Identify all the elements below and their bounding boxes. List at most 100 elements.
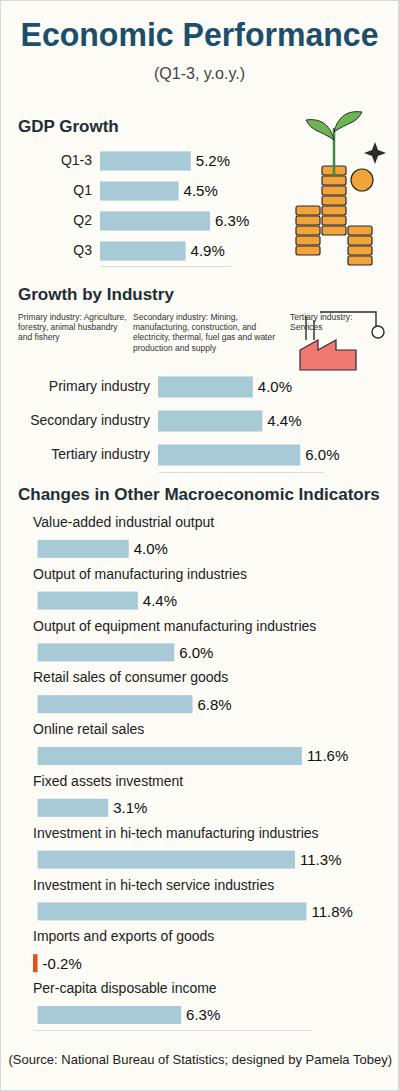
data-label: 4.9% (191, 242, 225, 259)
tick-label: Imports and exports of goods (33, 928, 214, 944)
coin (296, 236, 320, 245)
coin (296, 206, 320, 215)
coin (322, 176, 346, 185)
source: (Source: National Bureau of Statistics; … (9, 1052, 392, 1067)
bar (100, 151, 191, 170)
bar (33, 954, 38, 972)
bar (158, 410, 262, 431)
bar (38, 747, 302, 765)
bar (158, 376, 253, 397)
background (1, 1, 399, 1091)
x-axis (34, 1030, 312, 1031)
data-label: 4.4% (267, 412, 301, 429)
data-label: 4.5% (184, 182, 218, 199)
tick: Q2 (73, 212, 92, 228)
coin (296, 226, 320, 235)
chart: Changes in Other Macroeconomic Indicator… (18, 485, 380, 1031)
tick-label: Q3 (73, 242, 92, 258)
annotation: Primary industry: Agriculture,forestry, … (18, 312, 127, 342)
data-label: 3.1% (113, 799, 147, 816)
bar (38, 592, 138, 610)
data-label: 5.2% (196, 152, 230, 169)
coin (322, 216, 346, 225)
data-label: 6.3% (186, 1006, 220, 1023)
tick: Q1-3 (61, 152, 92, 168)
bar (100, 241, 186, 260)
tick-label: Value-added industrial output (33, 514, 214, 530)
chart-title: GDP Growth (18, 117, 119, 136)
bar (100, 211, 210, 230)
chart-title: Changes in Other Macroeconomic Indicator… (18, 485, 380, 504)
tick-label: Online retail sales (33, 721, 144, 737)
tick-label: Per-capita disposable income (33, 980, 217, 996)
data-label: 11.8% (311, 903, 352, 920)
sparkle (364, 142, 386, 164)
annotation: Secondary industry: Mining,manufacturing… (133, 312, 275, 353)
plant-stem (333, 128, 336, 176)
tick-label: Investment in hi-tech manufacturing indu… (33, 825, 319, 841)
title: Economic Performance (21, 16, 379, 53)
coin (296, 216, 320, 225)
tick: Secondary industry (30, 412, 150, 428)
coins-icon (296, 112, 386, 265)
data-label: 6.3% (215, 212, 249, 229)
plant-leaf (334, 112, 362, 132)
coin (348, 246, 372, 255)
bar (38, 1006, 182, 1024)
chart: Growth by Industry Primary industry: Agri… (18, 285, 352, 473)
tick-label: Q2 (73, 212, 92, 228)
tick: Primary industry (49, 378, 150, 394)
tick: Q1 (73, 182, 92, 198)
annotation: Tertiary industry:Services (290, 312, 352, 332)
factory (300, 340, 356, 370)
subtitle: (Q1-3, y.o.y.) (154, 65, 245, 82)
coin (348, 256, 372, 265)
bar (38, 643, 175, 661)
coin (348, 226, 372, 235)
tick-label: Primary industry (49, 378, 150, 394)
coin (348, 236, 372, 245)
coin (351, 169, 373, 191)
data-label: 4.0% (134, 540, 168, 557)
bar (38, 902, 307, 920)
bars (33, 540, 306, 1024)
infographic: Economic Performance (Q1-3, y.o.y.) GDP Gr… (0, 0, 399, 1091)
tick-label: Output of equipment manufacturing indust… (33, 618, 316, 634)
gear (372, 326, 384, 338)
axis-line (159, 472, 325, 473)
bar (38, 799, 109, 817)
data-label: 6.0% (179, 644, 213, 661)
chart: GDP Growth Q1-3 Q1 Q2 Q3 5.2% 4.5% 6.3% 4.9% (18, 117, 249, 267)
data-label: 6.8% (198, 696, 232, 713)
tick-label: Output of manufacturing industries (33, 566, 247, 582)
bar (38, 540, 129, 558)
tick-label: Investment in hi-tech service industries (33, 877, 274, 893)
coin (296, 246, 320, 255)
chart-title: Growth by Industry (18, 285, 174, 304)
plant-leaf (306, 120, 334, 140)
data-label: 11.6% (307, 747, 348, 764)
coin (322, 196, 346, 205)
x-axis (159, 472, 325, 473)
coin (322, 186, 346, 195)
coin (322, 226, 346, 235)
tick-label: Fixed assets investment (33, 773, 183, 789)
tick-label: Secondary industry (30, 412, 150, 428)
axis-line (101, 266, 232, 267)
y-axis: Q1-3 Q1 Q2 Q3 (61, 152, 92, 258)
y-axis: Primary industry Secondary industry Tertia… (30, 378, 150, 462)
tick-label: Tertiary industry (51, 446, 150, 462)
tick: Tertiary industry (51, 446, 150, 462)
data-label: 4.0% (258, 378, 292, 395)
coin (322, 206, 346, 215)
bar (100, 181, 179, 200)
data-label: 6.0% (305, 446, 339, 463)
data-label: 4.4% (143, 592, 177, 609)
axis-line (34, 1030, 312, 1031)
tick-label: Retail sales of consumer goods (33, 669, 228, 685)
bar (158, 444, 300, 465)
bar (38, 695, 193, 713)
tick: Q3 (73, 242, 92, 258)
tick-label: Q1 (73, 182, 92, 198)
tick-label: Q1-3 (61, 152, 92, 168)
